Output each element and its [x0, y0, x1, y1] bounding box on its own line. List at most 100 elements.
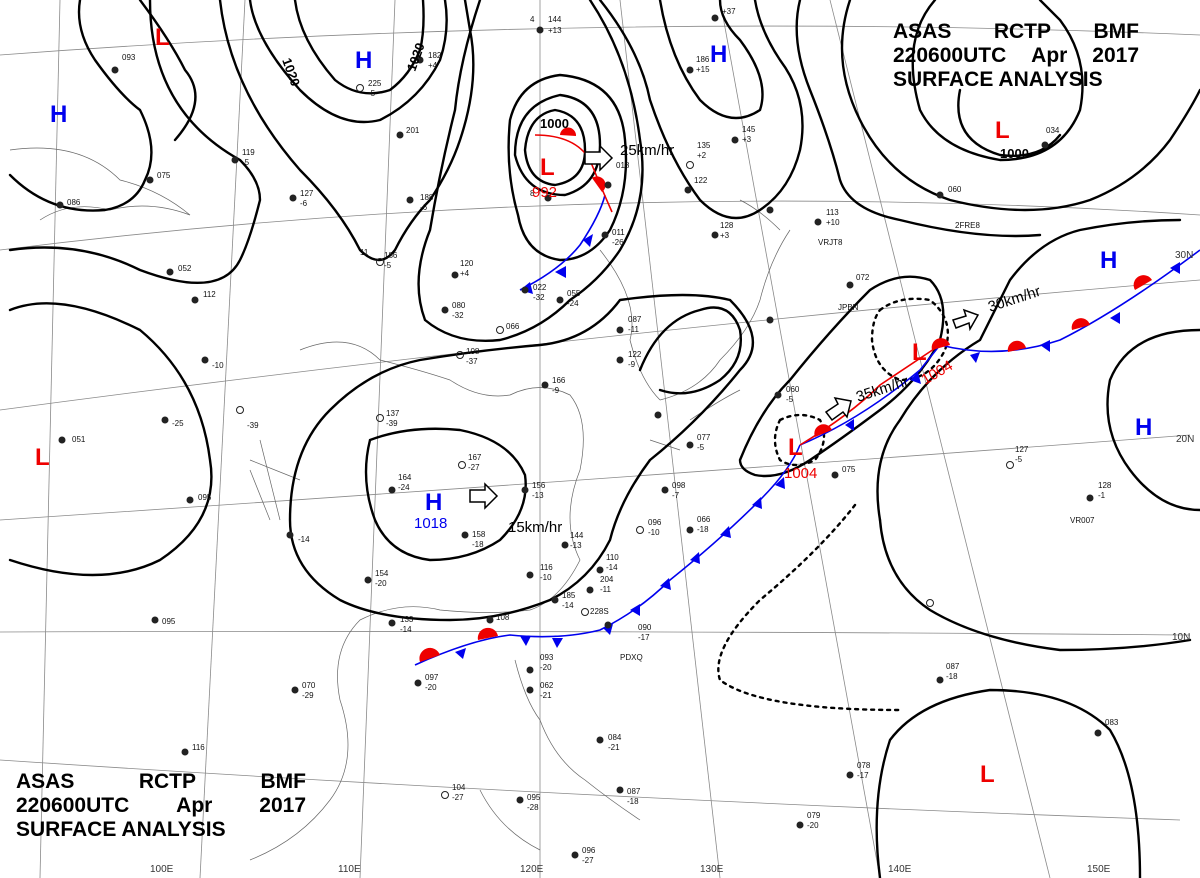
station-plot: 087-11: [616, 315, 642, 334]
svg-text:087: 087: [946, 662, 960, 671]
station-plot: 113+10: [814, 208, 840, 227]
svg-text:-5: -5: [368, 89, 376, 98]
station-plot: 108-37: [456, 347, 480, 366]
station-code: PDXQ: [620, 653, 643, 662]
svg-text:122: 122: [694, 176, 708, 185]
high-center: H: [1135, 414, 1152, 441]
svg-text:055: 055: [567, 289, 581, 298]
svg-text:108: 108: [496, 613, 510, 622]
station-plot: 185-14: [551, 591, 576, 610]
svg-text:156: 156: [532, 481, 546, 490]
station-plot: 079-20: [796, 811, 821, 830]
movement-arrows: [469, 144, 980, 510]
svg-text:-7: -7: [672, 491, 680, 500]
cold-front-barbs: [455, 234, 1180, 659]
low-center: L: [980, 761, 995, 788]
svg-text:-14: -14: [298, 535, 310, 544]
station-plot: 116-10: [526, 563, 553, 582]
svg-text:133: 133: [400, 615, 414, 624]
svg-text:158: 158: [472, 530, 486, 539]
svg-text:-10: -10: [540, 573, 552, 582]
svg-text:-29: -29: [302, 691, 314, 700]
station-plot: 167-27: [458, 453, 482, 472]
svg-text:201: 201: [406, 126, 420, 135]
high-center: H: [1100, 247, 1117, 274]
svg-text:097: 097: [425, 673, 439, 682]
svg-text:-18: -18: [472, 540, 484, 549]
isobars: [8, 0, 1200, 878]
station-plot: 158-18: [461, 530, 486, 549]
low-center: L: [995, 117, 1010, 144]
station-plot: 182+4: [416, 51, 442, 70]
svg-text:-14: -14: [400, 625, 412, 634]
lon-label: 100E: [150, 864, 174, 875]
svg-text:-27: -27: [582, 856, 594, 865]
station-plot: 186+15: [686, 55, 710, 74]
station-plot: 098-7: [661, 481, 686, 500]
svg-text:128: 128: [1098, 481, 1112, 490]
station-plot: [926, 599, 934, 607]
header-product: ASAS: [893, 20, 952, 43]
svg-text:128: 128: [720, 221, 734, 230]
header-title: SURFACE ANALYSIS: [16, 818, 226, 841]
low-center: L: [912, 339, 927, 366]
station-plot: -25: [161, 416, 184, 428]
svg-text:022: 022: [533, 283, 547, 292]
station-plot: 075: [146, 171, 171, 184]
station-plot: 145+3: [731, 125, 756, 144]
header-time: 220600UTC: [893, 44, 1007, 67]
svg-text:166: 166: [552, 376, 566, 385]
svg-text:-24: -24: [398, 483, 410, 492]
lon-label: 150E: [1087, 864, 1111, 875]
isobar-label: 1020: [279, 56, 303, 88]
station-plot: 204-11: [586, 575, 614, 594]
station-plot: 188-6: [406, 193, 434, 212]
svg-text:225: 225: [368, 79, 382, 88]
header-month: Apr: [176, 794, 213, 817]
station-plot: 087-18: [616, 786, 641, 806]
svg-text:186: 186: [696, 55, 710, 64]
lon-label: 110E: [338, 864, 361, 875]
coastlines: [9, 147, 791, 861]
high-center: H: [50, 101, 67, 128]
header-month: Apr: [1031, 44, 1068, 67]
movement-label: 15km/hr: [508, 519, 562, 536]
high-center: H: [355, 47, 372, 74]
station-plot: 090-17: [604, 621, 652, 642]
svg-text:-1: -1: [1098, 491, 1106, 500]
svg-text:116: 116: [540, 563, 553, 572]
station-plot: 144-13: [561, 531, 584, 550]
svg-text:-18: -18: [946, 672, 958, 681]
svg-text:-5: -5: [384, 261, 392, 270]
low-center: L: [155, 24, 170, 51]
station-plot: 104-27: [441, 783, 466, 802]
svg-text:093: 093: [122, 53, 136, 62]
svg-text:137: 137: [386, 409, 400, 418]
station-plot: 119-5: [231, 148, 255, 167]
header-title: SURFACE ANALYSIS: [893, 68, 1103, 91]
station-plot: 133-14: [388, 615, 414, 634]
svg-text:-14: -14: [562, 601, 574, 610]
svg-text:052: 052: [178, 264, 192, 273]
station-plot: 077-5: [686, 433, 711, 452]
svg-text:+3: +3: [742, 135, 752, 144]
svg-text:011: 011: [612, 228, 625, 237]
svg-text:116: 116: [192, 743, 205, 752]
station-plot: 095: [186, 493, 212, 504]
station-plot: 164-24: [388, 473, 412, 494]
station-plot: 225-5: [356, 79, 382, 98]
station-plot: 066-18: [686, 515, 711, 534]
station-code: VRJT8: [818, 238, 843, 247]
svg-text:-21: -21: [608, 743, 620, 752]
svg-text:154: 154: [375, 569, 389, 578]
station-plot: 096-27: [571, 846, 596, 865]
station-plot: 122-9: [616, 350, 642, 369]
movement-label: 30km/hr: [986, 283, 1043, 316]
svg-text:-13: -13: [532, 491, 544, 500]
svg-text:+2: +2: [697, 151, 707, 160]
station-plot: 070-29: [291, 681, 316, 700]
svg-text:-10: -10: [212, 361, 224, 370]
svg-text:-20: -20: [375, 579, 387, 588]
cold-front: [414, 194, 1200, 666]
station-plot: 116: [181, 743, 205, 756]
